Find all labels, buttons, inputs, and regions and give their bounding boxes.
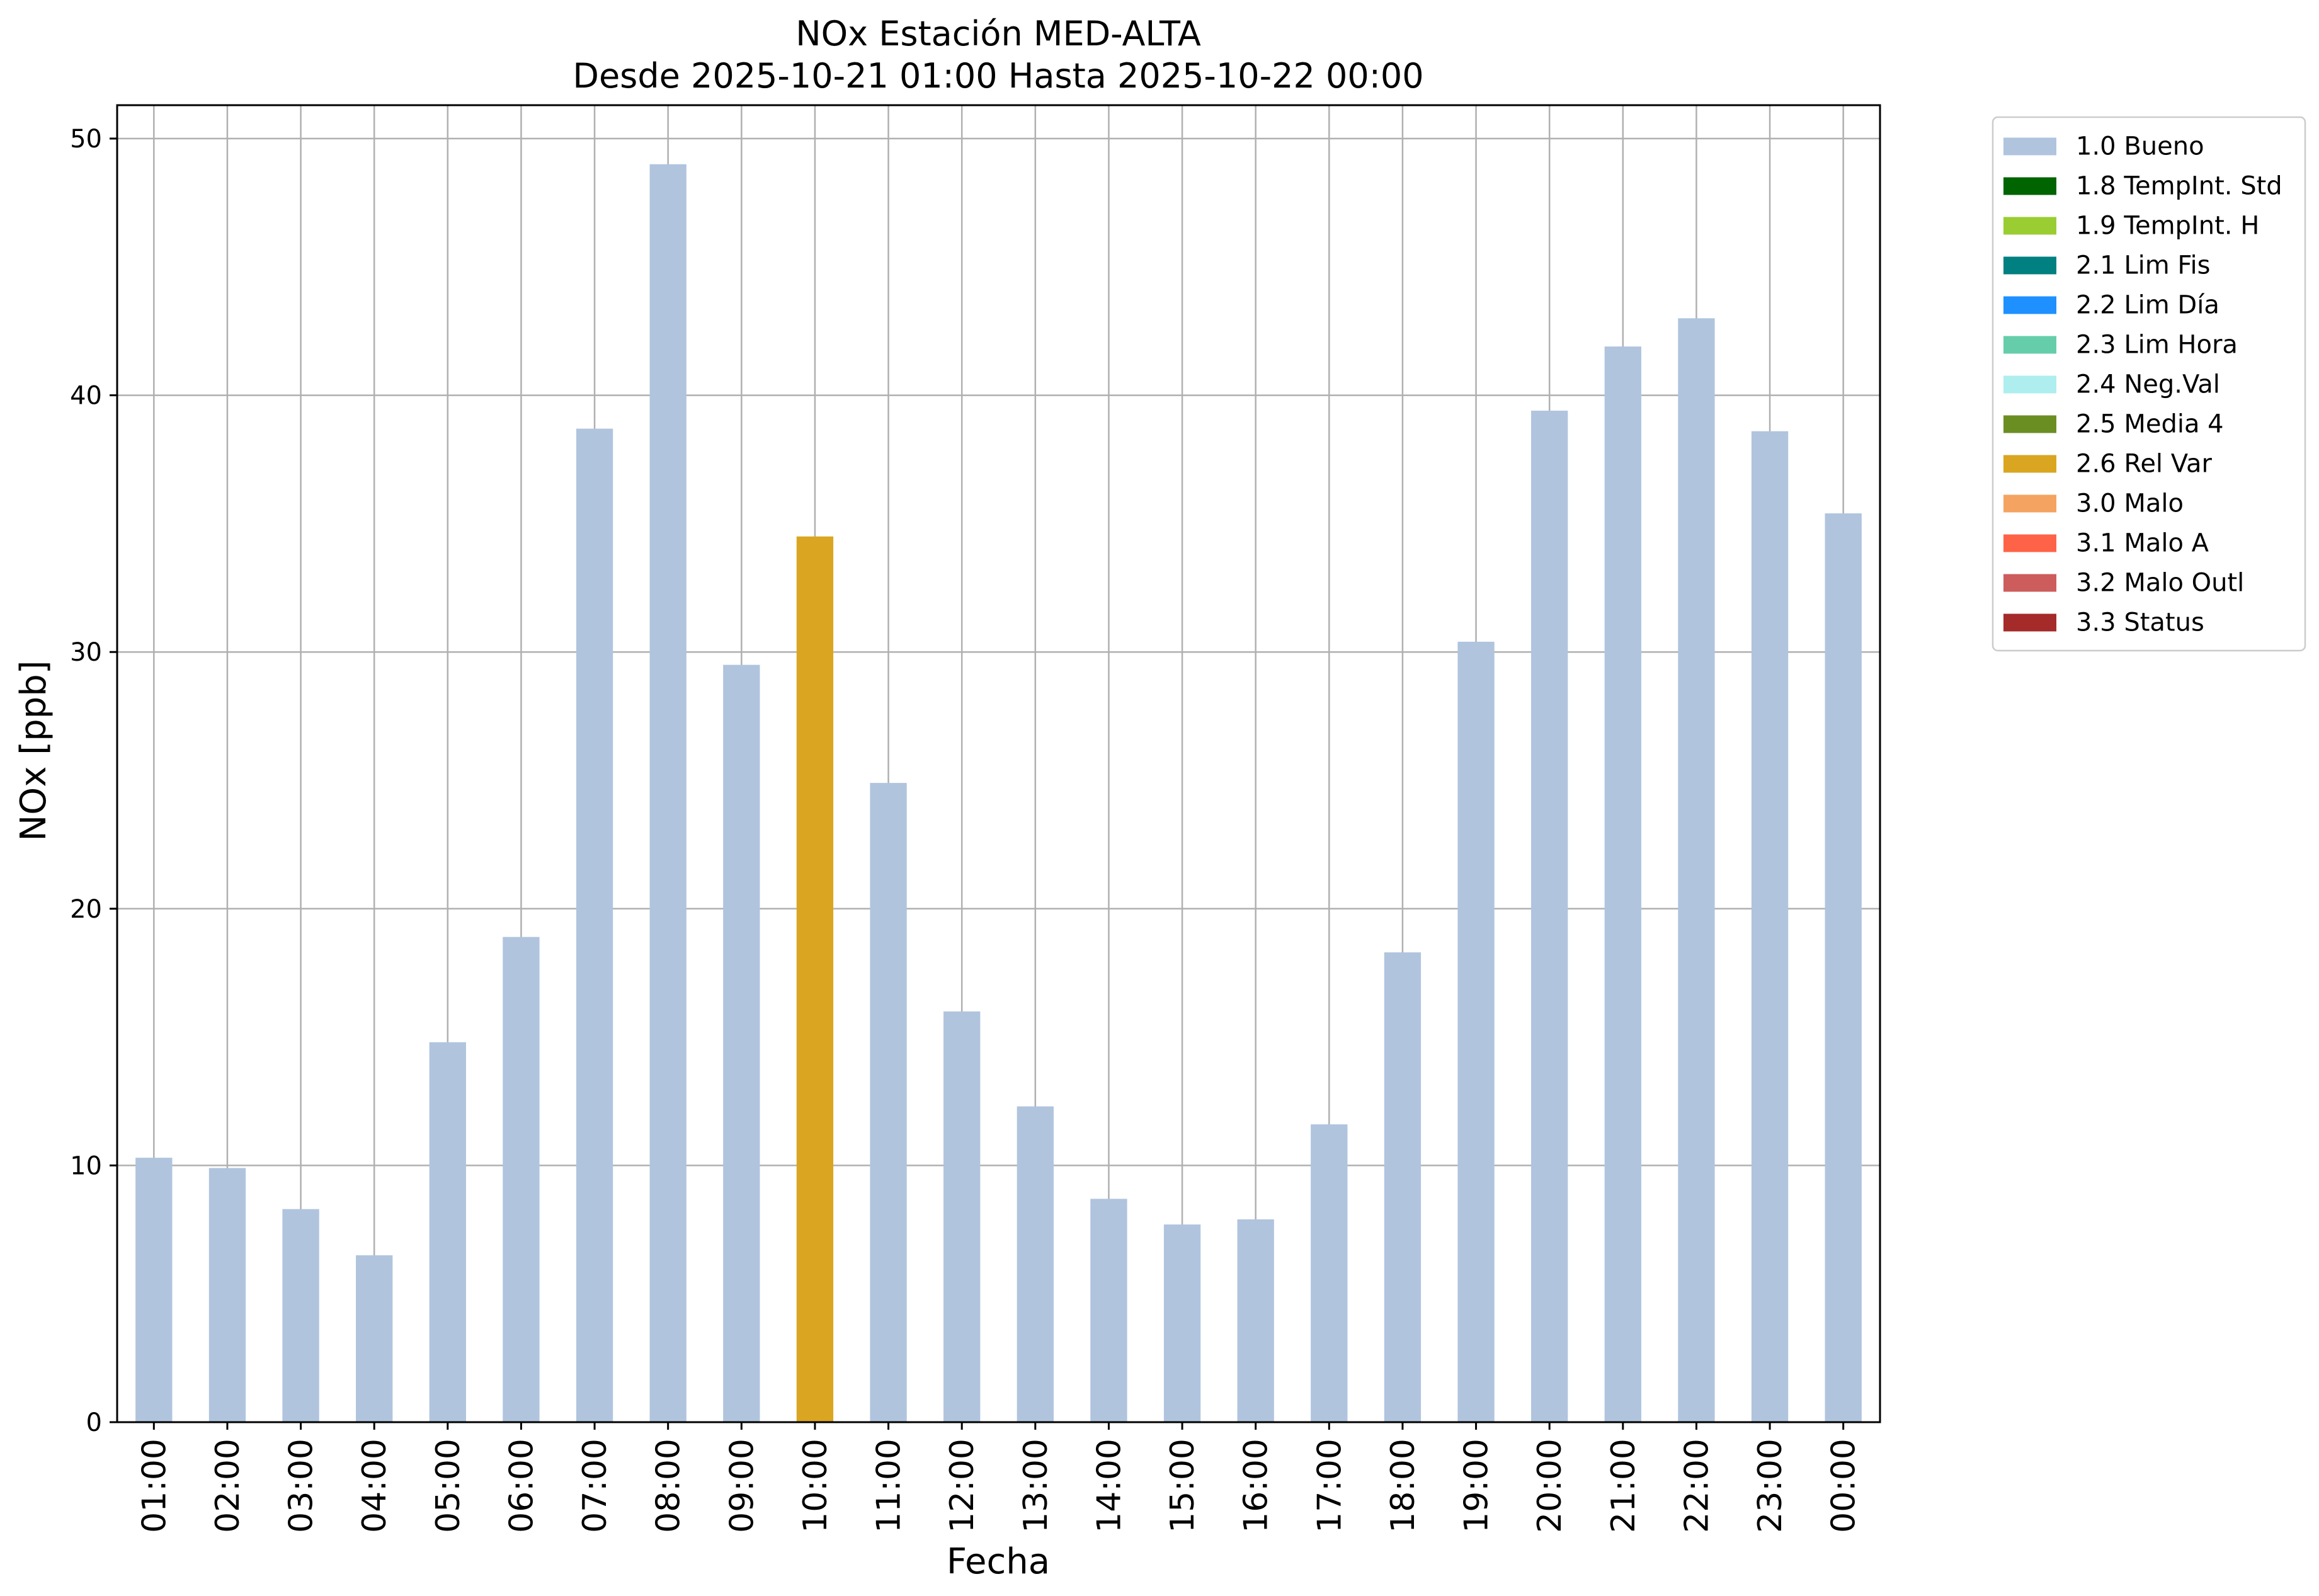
bar-07:00 — [576, 428, 613, 1423]
bar-21:00 — [1604, 346, 1641, 1422]
bar-03:00 — [282, 1209, 319, 1422]
x-tick-label: 21:00 — [1605, 1439, 1643, 1533]
x-tick-label: 05:00 — [430, 1439, 467, 1533]
legend-swatch — [2003, 177, 2056, 195]
x-tick-label: 14:00 — [1090, 1439, 1128, 1533]
legend-label: 2.5 Media 4 — [2076, 410, 2224, 439]
bar-10:00 — [796, 536, 834, 1422]
x-tick-label: 11:00 — [870, 1439, 908, 1533]
legend-label: 2.6 Rel Var — [2076, 450, 2213, 479]
x-axis-label: Fecha — [947, 1541, 1050, 1582]
legend-swatch — [2003, 375, 2056, 394]
x-tick-label: 08:00 — [650, 1439, 688, 1533]
x-tick-label: 20:00 — [1531, 1439, 1569, 1533]
x-tick-label: 19:00 — [1458, 1439, 1496, 1533]
legend-swatch — [2003, 137, 2056, 156]
bar-12:00 — [943, 1011, 981, 1422]
x-tick-label: 12:00 — [943, 1439, 981, 1533]
bars — [135, 164, 1862, 1423]
legend-label: 2.1 Lim Fis — [2076, 251, 2210, 280]
x-tick-label: 04:00 — [356, 1439, 394, 1533]
bar-04:00 — [356, 1255, 393, 1422]
bar-09:00 — [723, 664, 760, 1422]
legend-label: 1.0 Bueno — [2076, 132, 2204, 161]
x-tick-label: 10:00 — [797, 1439, 835, 1533]
x-tick-label: 06:00 — [503, 1439, 540, 1533]
legend-swatch — [2003, 336, 2056, 354]
legend-swatch — [2003, 534, 2056, 552]
y-tick-label: 40 — [70, 382, 102, 411]
x-tick-label: 09:00 — [723, 1439, 761, 1533]
legend-label: 3.1 Malo A — [2076, 529, 2209, 558]
legend-swatch — [2003, 574, 2056, 592]
legend-label: 3.3 Status — [2076, 608, 2204, 637]
legend-swatch — [2003, 415, 2056, 433]
y-tick-label: 10 — [70, 1151, 102, 1180]
bar-14:00 — [1090, 1199, 1127, 1422]
chart-title: NOx Estación MED-ALTA — [795, 14, 1201, 54]
x-tick-label: 15:00 — [1164, 1439, 1202, 1533]
x-tick-label: 00:00 — [1825, 1439, 1863, 1533]
bar-08:00 — [649, 164, 687, 1422]
y-tick-label: 50 — [70, 125, 102, 154]
legend-swatch — [2003, 455, 2056, 473]
chart-subtitle: Desde 2025-10-21 01:00 Hasta 2025-10-22 … — [573, 56, 1423, 96]
x-tick-label: 22:00 — [1678, 1439, 1716, 1533]
legend-swatch — [2003, 256, 2056, 275]
x-tick-label: 03:00 — [283, 1439, 321, 1533]
x-tick-label: 17:00 — [1311, 1439, 1348, 1533]
bar-23:00 — [1751, 431, 1789, 1422]
y-tick-label: 30 — [70, 638, 102, 667]
bar-17:00 — [1311, 1124, 1348, 1422]
legend-label: 3.0 Malo — [2076, 489, 2184, 518]
ticks: 0 10 20 30 40 50 01:00 02:00 03:00 04:00 05:00 06:0… — [70, 125, 1863, 1533]
x-tick-label: 07:00 — [576, 1439, 614, 1533]
bar-02:00 — [208, 1168, 246, 1422]
bar-13:00 — [1017, 1106, 1054, 1422]
bar-00:00 — [1825, 513, 1862, 1423]
bar-05:00 — [429, 1042, 466, 1422]
x-tick-label: 01:00 — [135, 1439, 173, 1533]
bar-11:00 — [870, 783, 907, 1422]
bar-15:00 — [1163, 1224, 1201, 1422]
x-tick-label: 23:00 — [1752, 1439, 1789, 1533]
x-tick-label: 13:00 — [1017, 1439, 1055, 1533]
legend-label: 3.2 Malo Outl — [2076, 569, 2244, 598]
x-tick-label: 16:00 — [1238, 1439, 1275, 1533]
legend-swatch — [2003, 494, 2056, 513]
plot-frame — [116, 104, 1881, 1423]
legend-box — [1991, 116, 2306, 652]
legend: 1.0 Bueno 1.8 TempInt. Std 1.9 TempInt. H 2… — [1991, 116, 2306, 652]
legend-swatch — [2003, 613, 2056, 632]
bar-18:00 — [1384, 952, 1422, 1422]
legend-swatch — [2003, 217, 2056, 235]
y-tick-label: 0 — [86, 1408, 102, 1437]
bar-19:00 — [1457, 641, 1495, 1422]
legend-label: 2.2 Lim Día — [2076, 291, 2219, 320]
x-tick-label: 18:00 — [1384, 1439, 1422, 1533]
bar-16:00 — [1237, 1219, 1274, 1422]
x-tick-label: 02:00 — [209, 1439, 247, 1533]
bar-06:00 — [503, 937, 540, 1422]
legend-label: 2.4 Neg.Val — [2076, 370, 2220, 399]
axes — [116, 104, 1881, 1423]
bar-01:00 — [135, 1158, 173, 1422]
legend-label: 1.8 TempInt. Std — [2076, 172, 2282, 201]
bar-22:00 — [1678, 318, 1715, 1422]
y-tick-label: 20 — [70, 895, 102, 924]
legend-swatch — [2003, 296, 2056, 314]
legend-label: 2.3 Lim Hora — [2076, 331, 2238, 360]
bar-20:00 — [1531, 411, 1568, 1422]
legend-label: 1.9 TempInt. H — [2076, 212, 2259, 241]
y-axis-label: NOx [ppb] — [13, 660, 54, 841]
